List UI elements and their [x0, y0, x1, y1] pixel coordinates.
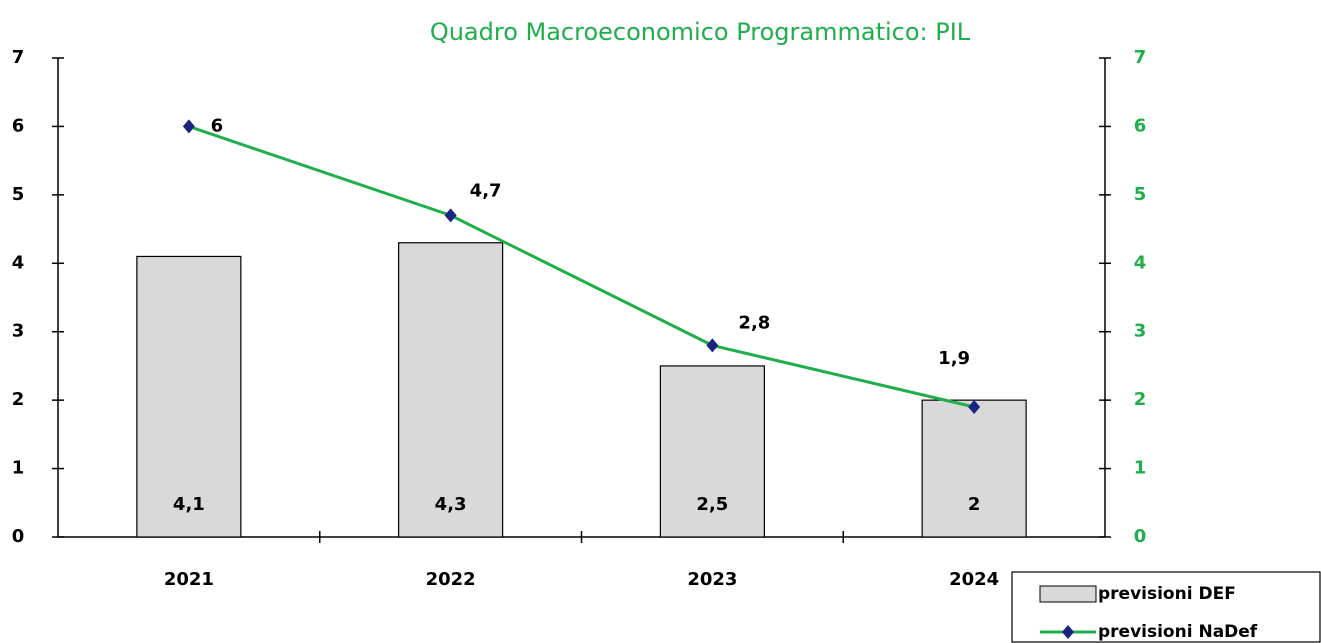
line-marker — [182, 119, 195, 134]
x-tick-label: 2024 — [949, 569, 999, 590]
x-tick-label: 2021 — [164, 569, 214, 590]
y-tick-label: 4 — [12, 252, 25, 273]
x-tick-label: 2023 — [687, 569, 737, 590]
y-tick-label: 7 — [12, 47, 25, 68]
y2-tick-label: 5 — [1134, 184, 1147, 205]
chart-title: Quadro Macroeconomico Programmatico: PIL — [430, 18, 971, 46]
line-marker — [706, 338, 719, 353]
y2-tick-label: 4 — [1134, 252, 1147, 273]
legend-label: previsioni NaDef — [1098, 622, 1258, 642]
y-tick-label: 2 — [12, 389, 25, 410]
bar-value-label: 2,5 — [696, 494, 728, 515]
line-marker — [968, 399, 981, 414]
y2-tick-label: 0 — [1134, 526, 1147, 547]
legend-box — [1011, 571, 1321, 643]
legend-marker — [1062, 625, 1074, 639]
y-tick-label: 6 — [12, 115, 25, 136]
line-marker — [444, 208, 457, 223]
x-tick-label: 2022 — [426, 569, 476, 590]
y2-tick-label: 7 — [1134, 47, 1147, 68]
y-tick-label: 1 — [12, 458, 25, 479]
bar — [136, 255, 242, 538]
bar — [659, 365, 765, 538]
bar-value-label: 2 — [968, 494, 981, 515]
bar-value-label: 4,3 — [435, 494, 467, 515]
line — [188, 125, 975, 409]
bar — [921, 399, 1027, 538]
line-value-label: 6 — [211, 115, 224, 136]
y-tick-label: 5 — [12, 184, 25, 205]
y-tick-label: 3 — [12, 321, 25, 342]
legend-label: previsioni DEF — [1098, 584, 1236, 604]
bar — [398, 242, 504, 538]
y2-tick-label: 2 — [1134, 389, 1147, 410]
line-value-label: 1,9 — [938, 348, 970, 369]
bar-value-label: 4,1 — [173, 494, 205, 515]
line-value-label: 4,7 — [470, 180, 502, 201]
y2-tick-label: 1 — [1134, 458, 1147, 479]
y-tick-label: 0 — [12, 526, 25, 547]
legend-swatch — [1039, 585, 1097, 603]
y2-tick-label: 3 — [1134, 321, 1147, 342]
y2-tick-label: 6 — [1134, 115, 1147, 136]
line-value-label: 2,8 — [738, 312, 770, 333]
